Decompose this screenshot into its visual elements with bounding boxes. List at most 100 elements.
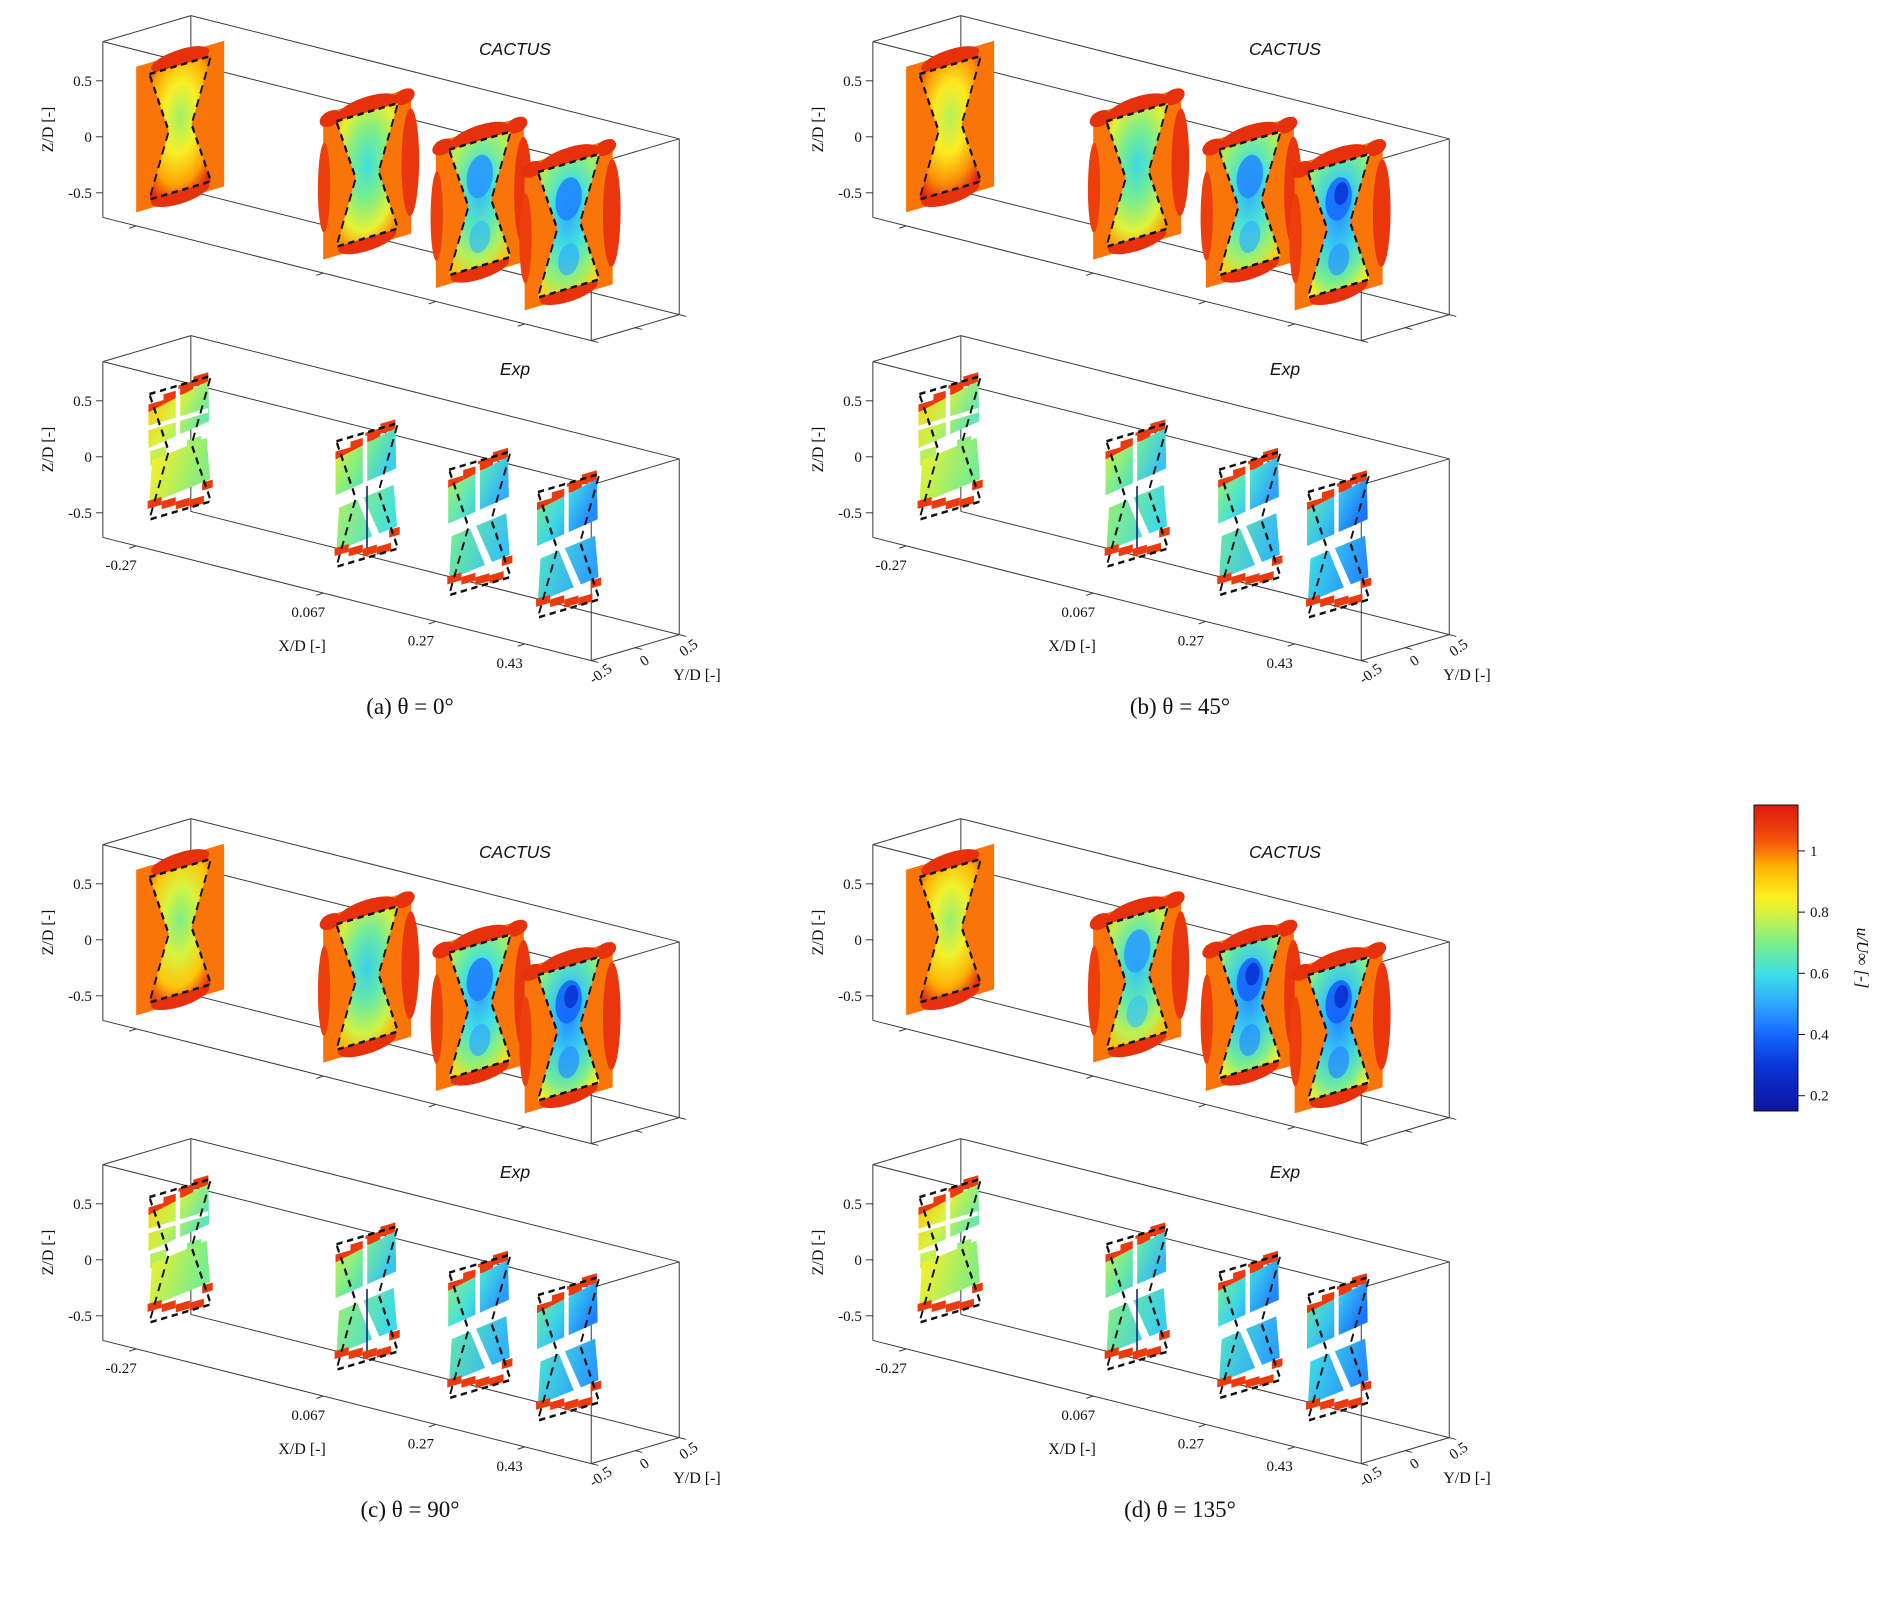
panel-c: -0.5 0 0.5 Z/D [-] CACTUS -0.5 0 0.5 -0.27 0.067 0… — [40, 815, 780, 1523]
exp-slice — [536, 470, 602, 620]
cactus-slice — [136, 40, 225, 213]
cactus-slice — [1200, 919, 1302, 1092]
z-tick-label: -0.5 — [68, 989, 92, 1005]
cactus-slice — [430, 116, 532, 289]
z-tick-label: 0 — [84, 130, 92, 146]
x-tick-label: 0.43 — [1267, 656, 1293, 672]
y-axis-label: Y/D [-] — [673, 667, 721, 684]
cactus-title: CACTUS — [479, 842, 551, 862]
panel-d-plot: -0.5 0 0.5 Z/D [-] CACTUS -0.5 0 0.5 -0.27 0.067 0… — [810, 818, 1491, 1491]
cactus-slice — [1289, 941, 1391, 1114]
z-tick-label: -0.5 — [68, 186, 92, 202]
panel-a-caption: (a) θ = 0° — [366, 694, 454, 719]
c-exp-axes: -0.5 0 0.5 -0.27 0.067 0.27 0.43 -0.5 0 0.5 Z/D [-… — [40, 1138, 721, 1491]
cactus-slice — [317, 890, 420, 1063]
exp-slice — [1306, 1273, 1372, 1423]
b-cactus-axes: -0.5 0 0.5 Z/D [-] CACTUS — [810, 15, 1457, 343]
cactus-slice — [519, 138, 621, 311]
exp-title: Exp — [500, 359, 530, 379]
cactus-slice — [1289, 138, 1391, 311]
a-exp-axes: -0.5 0 0.5 -0.27 0.067 0.27 0.43 -0.5 0 0.5 Z/D [-… — [40, 335, 721, 688]
z-tick-label: -0.5 — [68, 506, 92, 522]
y-tick-label: -0.5 — [587, 661, 616, 688]
z-tick-label: 0.5 — [843, 74, 862, 90]
y-tick-label: 0 — [1407, 1456, 1422, 1473]
x-tick-label: -0.27 — [106, 558, 138, 574]
z-tick-label: -0.5 — [838, 989, 862, 1005]
exp-slice — [1104, 419, 1170, 569]
z-tick-label: 0 — [854, 933, 862, 949]
exp-slice — [334, 1222, 400, 1372]
exp-title: Exp — [1270, 1162, 1300, 1182]
exp-title: Exp — [1270, 359, 1300, 379]
x-tick-label: -0.27 — [876, 1361, 908, 1377]
panel-a: -0.5 0 0.5 Z/D [-] CACTUS -0.5 0 0.5 -0.27 0.067 0… — [40, 12, 780, 720]
exp-slice — [1217, 1250, 1283, 1400]
x-tick-label: 0.27 — [1178, 633, 1205, 649]
cactus-title: CACTUS — [479, 39, 551, 59]
panel-b: -0.5 0 0.5 Z/D [-] CACTUS -0.5 0 0.5 -0.27 0.067 0… — [810, 12, 1550, 720]
cactus-slice — [519, 941, 621, 1114]
exp-slice — [1217, 447, 1283, 597]
x-tick-label: 0.27 — [408, 633, 435, 649]
y-tick-label: 0 — [637, 1456, 652, 1473]
x-axis-label: X/D [-] — [278, 1441, 326, 1458]
panel-a-plot: -0.5 0 0.5 Z/D [-] CACTUS -0.5 0 0.5 -0.27 0.067 0… — [40, 15, 721, 688]
z-tick-label: 0 — [84, 933, 92, 949]
z-tick-label: -0.5 — [68, 1309, 92, 1325]
y-tick-label: 0.5 — [1447, 1439, 1472, 1463]
panel-d-caption: (d) θ = 135° — [1124, 1497, 1236, 1522]
x-tick-label: 0.27 — [1178, 1436, 1205, 1452]
x-tick-label: 0.43 — [497, 1459, 523, 1475]
z-axis-label: Z/D [-] — [40, 1230, 57, 1276]
y-axis-label: Y/D [-] — [673, 1470, 721, 1487]
cactus-slice — [1087, 890, 1190, 1063]
z-tick-label: 0 — [84, 450, 92, 466]
exp-slice — [917, 1175, 983, 1325]
colorbar-tick-label: 0.6 — [1810, 966, 1829, 982]
y-tick-label: -0.5 — [587, 1464, 616, 1491]
a-cactus-axes: -0.5 0 0.5 Z/D [-] CACTUS — [40, 15, 687, 343]
z-tick-label: 0 — [854, 130, 862, 146]
colorbar-tick-label: 0.4 — [1810, 1028, 1829, 1044]
exp-slice — [1104, 1222, 1170, 1372]
figure-grid: -0.5 0 0.5 Z/D [-] CACTUS -0.5 0 0.5 -0.27 0.067 0… — [40, 12, 1550, 1523]
b-exp-axes: -0.5 0 0.5 -0.27 0.067 0.27 0.43 -0.5 0 0.5 Z/D [-… — [810, 335, 1491, 688]
y-tick-label: -0.5 — [1357, 1464, 1386, 1491]
colorbar-tick-label: 0.2 — [1810, 1089, 1829, 1105]
y-tick-label: 0.5 — [677, 636, 702, 660]
exp-slice — [917, 372, 983, 522]
colorbar-tick-label: 0.8 — [1810, 905, 1829, 921]
panel-c-plot: -0.5 0 0.5 Z/D [-] CACTUS -0.5 0 0.5 -0.27 0.067 0… — [40, 818, 721, 1491]
x-tick-label: -0.27 — [106, 1361, 138, 1377]
z-tick-label: 0.5 — [73, 877, 92, 893]
cactus-slice — [317, 87, 420, 260]
z-tick-label: 0 — [854, 1253, 862, 1269]
y-axis-label: Y/D [-] — [1443, 1470, 1491, 1487]
y-tick-label: 0 — [637, 653, 652, 670]
colorbar-plot: 1 0.8 0.6 0.4 0.2 u/U∞ [-] — [1753, 804, 1872, 1112]
panel-b-plot: -0.5 0 0.5 Z/D [-] CACTUS -0.5 0 0.5 -0.27 0.067 0… — [810, 15, 1491, 688]
z-axis-label: Z/D [-] — [40, 107, 57, 153]
z-axis-label: Z/D [-] — [810, 427, 827, 473]
x-tick-label: 0.067 — [291, 605, 325, 621]
y-tick-label: 0.5 — [677, 1439, 702, 1463]
z-tick-label: -0.5 — [838, 506, 862, 522]
z-tick-label: 0.5 — [843, 877, 862, 893]
colorbar-tick-label: 1 — [1810, 844, 1818, 860]
d-exp-axes: -0.5 0 0.5 -0.27 0.067 0.27 0.43 -0.5 0 0.5 Z/D [-… — [810, 1138, 1491, 1491]
x-tick-label: 0.27 — [408, 1436, 435, 1452]
cactus-title: CACTUS — [1249, 842, 1321, 862]
exp-slice — [147, 372, 213, 522]
colorbar-gradient — [1753, 804, 1799, 1112]
x-tick-label: 0.067 — [291, 1408, 325, 1424]
z-axis-label: Z/D [-] — [810, 107, 827, 153]
x-tick-label: 0.067 — [1061, 1408, 1095, 1424]
z-tick-label: 0 — [84, 1253, 92, 1269]
z-axis-label: Z/D [-] — [810, 910, 827, 956]
x-tick-label: 0.43 — [497, 656, 523, 672]
x-tick-label: 0.43 — [1267, 1459, 1293, 1475]
panel-d: -0.5 0 0.5 Z/D [-] CACTUS -0.5 0 0.5 -0.27 0.067 0… — [810, 815, 1550, 1523]
y-axis-label: Y/D [-] — [1443, 667, 1491, 684]
z-tick-label: 0.5 — [73, 74, 92, 90]
